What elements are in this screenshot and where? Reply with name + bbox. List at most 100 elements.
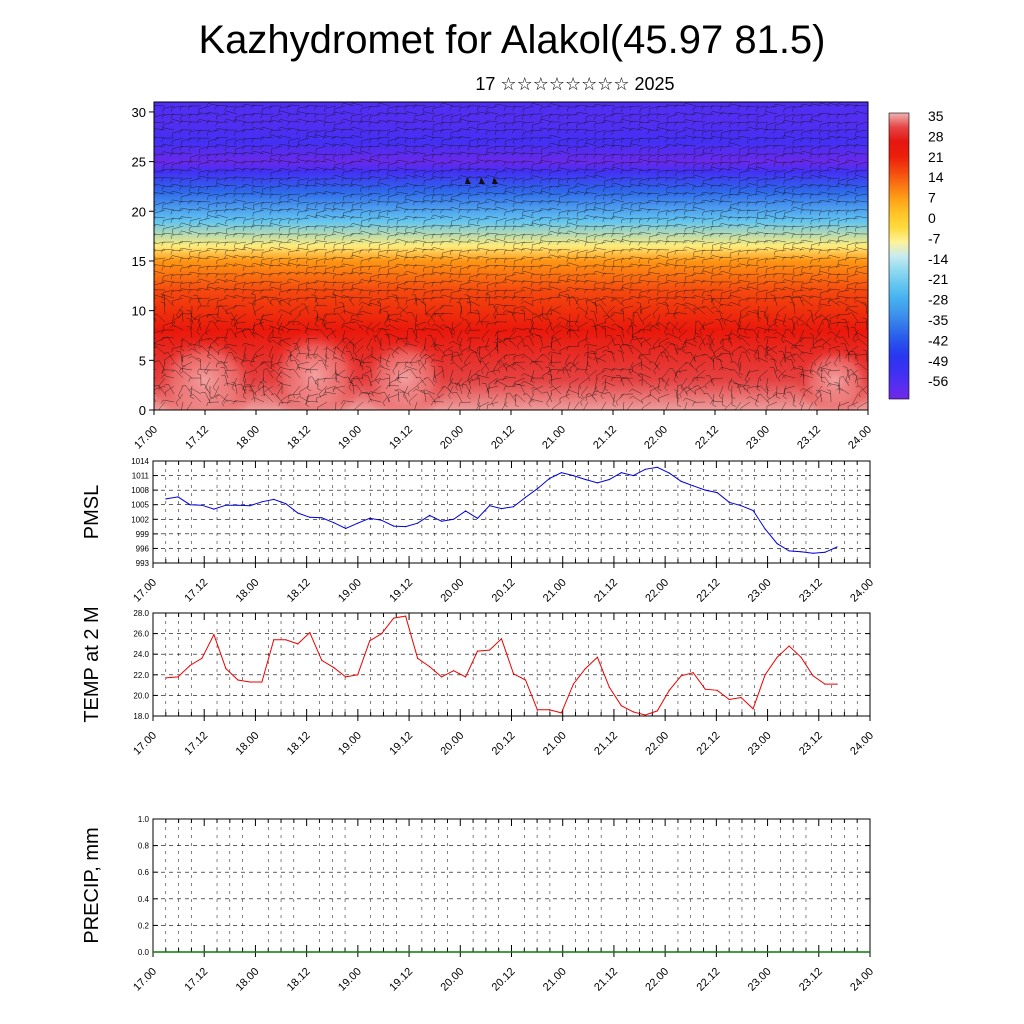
x-tick-label: 24.00: [846, 424, 874, 452]
chart-subtitle: 17 ☆☆☆☆☆☆☆☆ 2025: [475, 74, 675, 94]
colorbar-label: -7: [928, 230, 941, 246]
y-tick-label: 28.0: [133, 609, 149, 618]
colorbar: 35 28 21 14 7 0 -7 -14 -21 -28 -35 -42 -49 -56: [888, 108, 948, 400]
data-point: [369, 517, 371, 519]
data-point: [165, 677, 167, 679]
data-point: [776, 543, 778, 545]
colorbar-label: -14: [928, 251, 948, 267]
colorbar-label: 0: [928, 210, 936, 226]
x-tick-label: 20.12: [489, 424, 517, 452]
wind-barbs: [154, 102, 868, 410]
data-point: [836, 546, 838, 548]
data-point: [297, 643, 299, 645]
colorbar-label: -56: [928, 373, 948, 389]
data-point: [189, 504, 191, 506]
colorbar-label: -49: [928, 353, 948, 369]
data-point: [632, 711, 634, 713]
data-point: [608, 686, 610, 688]
data-point: [465, 676, 467, 678]
colorbar-labels: 35 28 21 14 7 0 -7 -14 -21 -28 -35 -42 -49 -56: [928, 108, 948, 389]
x-tick-label: 20.12: [490, 966, 518, 994]
x-tick-label: 19.00: [336, 966, 364, 994]
x-tick-label: 21.12: [592, 577, 620, 605]
x-tick-label: 24.00: [848, 577, 876, 605]
data-point: [177, 496, 179, 498]
x-tick-label: 18.12: [285, 424, 313, 452]
data-point: [500, 508, 503, 510]
data-point: [764, 528, 766, 530]
x-tick-label: 19.00: [336, 730, 364, 758]
x-tick-label: 22.12: [695, 577, 723, 605]
x-tick-label: 20.00: [438, 424, 466, 452]
data-point: [644, 468, 646, 470]
data-point: [453, 670, 455, 672]
y-tick-label: 10: [132, 304, 146, 319]
data-point: [728, 698, 730, 701]
data-point: [572, 683, 575, 685]
x-tick-label: 17.00: [131, 966, 159, 994]
data-point: [560, 472, 563, 474]
data-point: [524, 679, 527, 681]
x-tick-label: 23.12: [797, 730, 825, 758]
y-tick-label: 24.0: [133, 650, 149, 659]
warm-cell: [795, 345, 868, 410]
data-point: [261, 681, 263, 683]
x-tick-label: 20.00: [438, 730, 466, 758]
data-point: [716, 492, 718, 494]
y-tick-label: 0.2: [138, 921, 150, 930]
data-point: [620, 472, 622, 474]
y-axis-label: TEMP at 2 M: [81, 606, 103, 722]
colorbar-label: -42: [928, 332, 948, 348]
data-point: [441, 676, 443, 678]
data-point: [465, 510, 467, 512]
data-point: [393, 617, 395, 619]
x-tick-label: 23.12: [795, 424, 823, 452]
x-tick-label: 19.00: [336, 424, 364, 452]
data-point: [812, 552, 814, 554]
data-point: [560, 712, 563, 714]
warm-cells: [154, 102, 868, 410]
data-point: [189, 664, 191, 667]
data-point: [596, 482, 599, 484]
y-tick-label: 20.0: [133, 691, 149, 700]
x-tick-label: 18.12: [285, 966, 313, 994]
data-point: [441, 520, 443, 522]
data-point: [417, 657, 419, 659]
data-point: [608, 478, 610, 481]
data-point: [488, 649, 491, 651]
x-tick-label: 21.00: [541, 577, 569, 605]
x-tick-label: 17.12: [183, 424, 211, 452]
x-tick-label: 18.12: [285, 577, 313, 605]
data-point: [225, 504, 227, 506]
x-tick-label: 19.12: [387, 966, 415, 994]
data-point: [357, 674, 359, 676]
data-point: [476, 517, 479, 519]
x-tick-label: 20.12: [490, 577, 518, 605]
colorbar-label: 28: [928, 128, 944, 144]
data-point: [213, 634, 215, 636]
data-point: [548, 709, 551, 711]
data-point: [692, 672, 694, 674]
colorbar-label: -35: [928, 312, 948, 328]
x-tick-label: 23.12: [797, 966, 825, 994]
y-axis-label: PMSL: [81, 485, 103, 539]
plot-frame: [152, 612, 871, 717]
data-point: [740, 505, 742, 507]
data-point: [752, 509, 754, 512]
x-tick-label: 19.12: [387, 730, 415, 758]
x-tick-label: 23.00: [746, 577, 774, 605]
data-point: [536, 709, 539, 711]
data-point: [512, 506, 515, 508]
x-tick-label: 17.00: [131, 577, 159, 605]
y-tick-label: 1002: [131, 515, 149, 524]
y-tick-label: 15: [132, 254, 146, 269]
data-point: [524, 496, 527, 498]
x-tick-label: 21.12: [591, 424, 619, 452]
data-point: [249, 681, 251, 683]
data-point: [764, 674, 766, 676]
data-point: [584, 478, 587, 481]
data-point: [704, 688, 706, 690]
data-point: [824, 551, 826, 553]
data-point: [417, 522, 419, 524]
data-point: [345, 676, 347, 678]
